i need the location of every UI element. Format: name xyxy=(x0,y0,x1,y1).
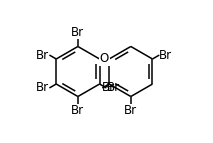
Text: Br: Br xyxy=(106,82,119,94)
Text: Br: Br xyxy=(71,26,85,39)
Text: Br: Br xyxy=(36,49,49,61)
Text: O: O xyxy=(100,52,109,65)
Text: Br: Br xyxy=(159,49,172,61)
Text: Br: Br xyxy=(36,82,49,94)
Text: Br: Br xyxy=(71,104,85,117)
Text: Br: Br xyxy=(124,104,137,117)
Text: Br: Br xyxy=(102,82,115,94)
